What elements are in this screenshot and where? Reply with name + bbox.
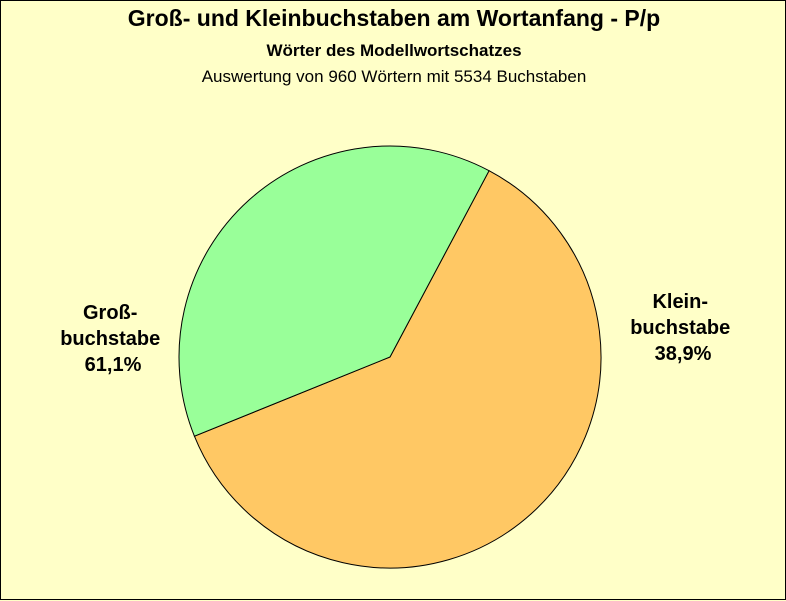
slice-label-line: buchstabe [630,317,730,339]
slice-label-line: buchstabe [60,328,160,350]
slice-label-value: 38,9% [655,343,712,365]
slice-label-value: 61,1% [85,354,142,376]
slice-label-line: Klein- [652,291,708,313]
chart-note: Auswertung von 960 Wörtern mit 5534 Buch… [201,67,587,86]
chart-subtitle: Wörter des Modellwortschatzes [266,41,522,60]
slice-label-grossbuchstabe: Groß- buchstabe 61,1% [60,302,166,376]
slice-label-line: Groß- [83,302,137,324]
slice-label-kleinbuchstabe: Klein- buchstabe 38,9% [630,291,736,365]
pie-slice-grossbuchstabe [193,170,602,569]
chart-title: Groß- und Kleinbuchstaben am Wortanfang … [127,5,661,31]
pie-slice-kleinbuchstabe [178,145,490,437]
